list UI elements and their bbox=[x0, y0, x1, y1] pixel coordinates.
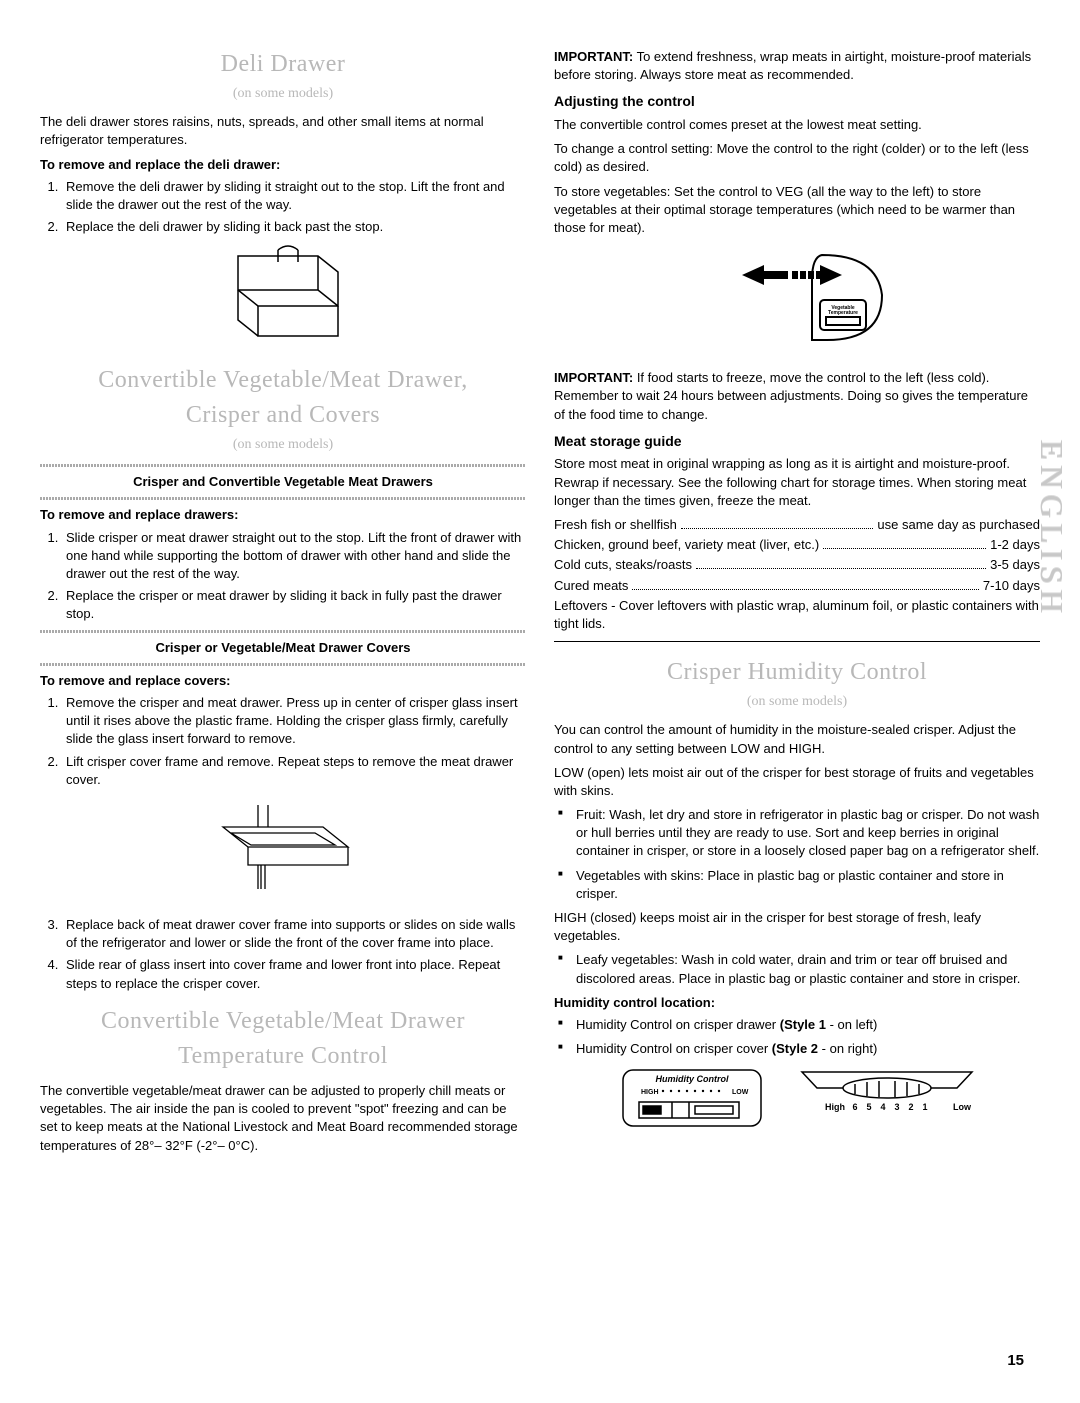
side-language-label: ENGLISH bbox=[1029, 440, 1074, 619]
meat-storage-intro: Store most meat in original wrapping as … bbox=[554, 455, 1040, 510]
divider bbox=[40, 663, 526, 666]
svg-text:Temperature: Temperature bbox=[828, 310, 858, 316]
storage-table: Fresh fish or shellfishuse same day as p… bbox=[554, 516, 1040, 595]
crisper-p2: LOW (open) lets moist air out of the cri… bbox=[554, 764, 1040, 800]
storage-row: Fresh fish or shellfishuse same day as p… bbox=[554, 516, 1040, 534]
deli-intro: The deli drawer stores raisins, nuts, sp… bbox=[40, 113, 526, 149]
figure-control-dial: Vegetable Temperature bbox=[554, 245, 1040, 355]
list-item: Humidity Control on crisper drawer (Styl… bbox=[554, 1016, 1040, 1034]
svg-text:4: 4 bbox=[880, 1102, 885, 1112]
important-note-2: IMPORTANT: If food starts to freeze, mov… bbox=[554, 369, 1040, 424]
svg-text:Humidity Control: Humidity Control bbox=[656, 1074, 729, 1084]
adjust-p3: To store vegetables: Set the control to … bbox=[554, 183, 1040, 238]
figure-humidity-controls: Humidity Control HIGH LOW High Low bbox=[554, 1064, 1040, 1134]
crisper-p3: HIGH (closed) keeps moist air in the cri… bbox=[554, 909, 1040, 945]
heading-meat-storage: Meat storage guide bbox=[554, 432, 1040, 452]
right-column: IMPORTANT: To extend freshness, wrap mea… bbox=[554, 48, 1040, 1161]
list-item: Slide rear of glass insert into cover fr… bbox=[62, 956, 526, 992]
list-item: Replace the crisper or meat drawer by sl… bbox=[62, 587, 526, 623]
heading-remove-deli: To remove and replace the deli drawer: bbox=[40, 156, 526, 174]
svg-text:2: 2 bbox=[908, 1102, 913, 1112]
figure-cover-frame bbox=[40, 797, 526, 902]
left-column: Deli Drawer (on some models) The deli dr… bbox=[40, 48, 526, 1161]
svg-text:3: 3 bbox=[894, 1102, 899, 1112]
list-item: Replace the deli drawer by sliding it ba… bbox=[62, 218, 526, 236]
heading-deli-drawer: Deli Drawer bbox=[40, 48, 526, 82]
divider bbox=[40, 497, 526, 500]
cover-steps-a: Remove the crisper and meat drawer. Pres… bbox=[62, 694, 526, 789]
subheading-crisper: (on some models) bbox=[554, 692, 1040, 712]
svg-text:Low: Low bbox=[953, 1102, 972, 1112]
list-item: Slide crisper or meat drawer straight ou… bbox=[62, 529, 526, 584]
svg-text:5: 5 bbox=[866, 1102, 871, 1112]
heading-drawer-covers: Crisper or Vegetable/Meat Drawer Covers bbox=[40, 639, 526, 657]
storage-row: Cured meats7-10 days bbox=[554, 577, 1040, 595]
storage-row: Chicken, ground beef, variety meat (live… bbox=[554, 536, 1040, 554]
svg-text:HIGH: HIGH bbox=[641, 1089, 659, 1096]
divider-solid bbox=[554, 641, 1040, 642]
divider bbox=[40, 464, 526, 467]
drawer-steps: Slide crisper or meat drawer straight ou… bbox=[62, 529, 526, 624]
storage-row: Cold cuts, steaks/roasts3-5 days bbox=[554, 556, 1040, 574]
heading-convertible-drawer: Convertible Vegetable/Meat Drawer, bbox=[40, 364, 526, 398]
heading-humidity-location: Humidity control location: bbox=[554, 994, 1040, 1012]
figure-deli-drawer bbox=[40, 244, 526, 349]
subheading-deli: (on some models) bbox=[40, 84, 526, 104]
list-item: Fruit: Wash, let dry and store in refrig… bbox=[554, 806, 1040, 861]
cover-steps-b: Replace back of meat drawer cover frame … bbox=[62, 916, 526, 993]
heading-remove-drawers: To remove and replace drawers: bbox=[40, 506, 526, 524]
heading-crisper-humidity: Crisper Humidity Control bbox=[554, 656, 1040, 690]
heading-temp-control-2: Temperature Control bbox=[40, 1040, 526, 1074]
svg-text:1: 1 bbox=[922, 1102, 927, 1112]
crisper-p1: You can control the amount of humidity i… bbox=[554, 721, 1040, 757]
heading-remove-covers: To remove and replace covers: bbox=[40, 672, 526, 690]
svg-text:High: High bbox=[825, 1102, 845, 1112]
deli-steps: Remove the deli drawer by sliding it str… bbox=[62, 178, 526, 237]
list-item: Leafy vegetables: Wash in cold water, dr… bbox=[554, 951, 1040, 987]
svg-text:LOW: LOW bbox=[732, 1089, 749, 1096]
location-bullets: Humidity Control on crisper drawer (Styl… bbox=[554, 1016, 1040, 1058]
important-note-1: IMPORTANT: To extend freshness, wrap mea… bbox=[554, 48, 1040, 84]
heading-temp-control-1: Convertible Vegetable/Meat Drawer bbox=[40, 1005, 526, 1039]
svg-text:6: 6 bbox=[852, 1102, 857, 1112]
temp-control-body: The convertible vegetable/meat drawer ca… bbox=[40, 1082, 526, 1155]
page-number: 15 bbox=[1007, 1350, 1024, 1371]
list-item: Remove the crisper and meat drawer. Pres… bbox=[62, 694, 526, 749]
list-item: Vegetables with skins: Place in plastic … bbox=[554, 867, 1040, 903]
list-item: Replace back of meat drawer cover frame … bbox=[62, 916, 526, 952]
adjust-p1: The convertible control comes preset at … bbox=[554, 116, 1040, 134]
crisper-bullets-high: Leafy vegetables: Wash in cold water, dr… bbox=[554, 951, 1040, 987]
heading-crisper-covers: Crisper and Covers bbox=[40, 399, 526, 433]
list-item: Remove the deli drawer by sliding it str… bbox=[62, 178, 526, 214]
crisper-bullets-low: Fruit: Wash, let dry and store in refrig… bbox=[554, 806, 1040, 903]
adjust-p2: To change a control setting: Move the co… bbox=[554, 140, 1040, 176]
list-item: Humidity Control on crisper cover (Style… bbox=[554, 1040, 1040, 1058]
subheading-convertible: (on some models) bbox=[40, 435, 526, 455]
leftovers-note: Leftovers - Cover leftovers with plastic… bbox=[554, 597, 1040, 633]
heading-adjusting: Adjusting the control bbox=[554, 92, 1040, 112]
page-content: Deli Drawer (on some models) The deli dr… bbox=[40, 48, 1040, 1161]
divider bbox=[40, 630, 526, 633]
heading-crisper-drawers: Crisper and Convertible Vegetable Meat D… bbox=[40, 473, 526, 491]
list-item: Lift crisper cover frame and remove. Rep… bbox=[62, 753, 526, 789]
